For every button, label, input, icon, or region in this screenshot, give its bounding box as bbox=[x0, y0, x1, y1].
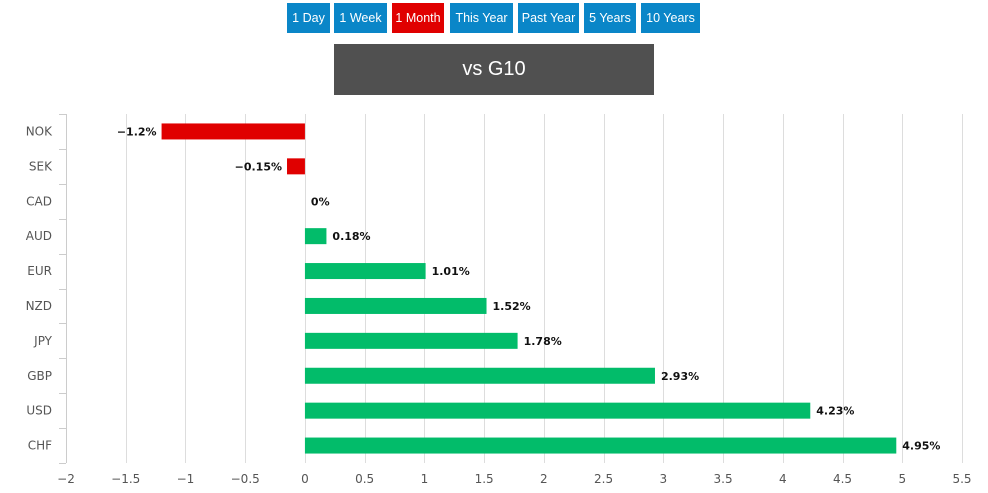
x-tick-label: 1 bbox=[421, 472, 429, 486]
category-label: NOK bbox=[26, 124, 53, 138]
data-label: 1.78% bbox=[524, 335, 562, 348]
data-label: 2.93% bbox=[661, 370, 699, 383]
bar bbox=[304, 402, 811, 419]
x-tick-label: 3.5 bbox=[714, 472, 733, 486]
tab-past-year[interactable]: Past Year bbox=[518, 3, 579, 33]
x-tick-label: 3 bbox=[660, 472, 668, 486]
data-label: 1.01% bbox=[432, 265, 470, 278]
category-label: GBP bbox=[27, 369, 52, 383]
category-label: EUR bbox=[27, 264, 52, 278]
category-label: JPY bbox=[33, 334, 53, 348]
data-label: 1.52% bbox=[493, 300, 531, 313]
category-label: USD bbox=[26, 404, 52, 418]
chart-title: vs G10 bbox=[334, 44, 654, 95]
category-label: AUD bbox=[26, 229, 52, 243]
x-tick-label: 5 bbox=[898, 472, 906, 486]
period-tabs: 1 Day 1 Week 1 Month This Year Past Year… bbox=[0, 3, 988, 33]
data-label: 0.18% bbox=[332, 230, 370, 243]
category-label: SEK bbox=[29, 159, 53, 173]
data-label: −0.15% bbox=[235, 160, 282, 173]
tab-1-week[interactable]: 1 Week bbox=[334, 3, 387, 33]
data-label: 4.95% bbox=[902, 440, 940, 453]
data-label: 0% bbox=[311, 195, 330, 208]
x-tick-label: −1 bbox=[177, 472, 195, 486]
category-label: NZD bbox=[26, 299, 52, 313]
bar bbox=[304, 297, 487, 314]
category-label: CHF bbox=[28, 439, 52, 453]
tab-1-day[interactable]: 1 Day bbox=[287, 3, 330, 33]
x-tick-label: 4.5 bbox=[833, 472, 852, 486]
bar bbox=[161, 123, 305, 140]
x-tick-label: 0.5 bbox=[355, 472, 374, 486]
category-label: CAD bbox=[26, 194, 52, 208]
x-tick-label: 2 bbox=[540, 472, 548, 486]
data-label: 4.23% bbox=[816, 405, 854, 418]
bar bbox=[304, 437, 897, 454]
tab-1-month[interactable]: 1 Month bbox=[392, 3, 444, 33]
x-tick-label: 4 bbox=[779, 472, 787, 486]
data-label: −1.2% bbox=[117, 125, 157, 138]
bar bbox=[304, 263, 426, 280]
x-tick-label: −0.5 bbox=[231, 472, 260, 486]
bar bbox=[287, 158, 305, 175]
bar bbox=[304, 332, 518, 349]
x-tick-label: 5.5 bbox=[952, 472, 971, 486]
x-tick-label: −2 bbox=[57, 472, 75, 486]
x-tick-label: 2.5 bbox=[594, 472, 613, 486]
x-tick-label: 0 bbox=[301, 472, 309, 486]
x-tick-label: 1.5 bbox=[475, 472, 494, 486]
bar bbox=[304, 228, 327, 245]
x-tick-label: −1.5 bbox=[111, 472, 140, 486]
tab-5-years[interactable]: 5 Years bbox=[584, 3, 636, 33]
tab-this-year[interactable]: This Year bbox=[450, 3, 513, 33]
bar bbox=[304, 367, 655, 384]
tab-10-years[interactable]: 10 Years bbox=[641, 3, 700, 33]
